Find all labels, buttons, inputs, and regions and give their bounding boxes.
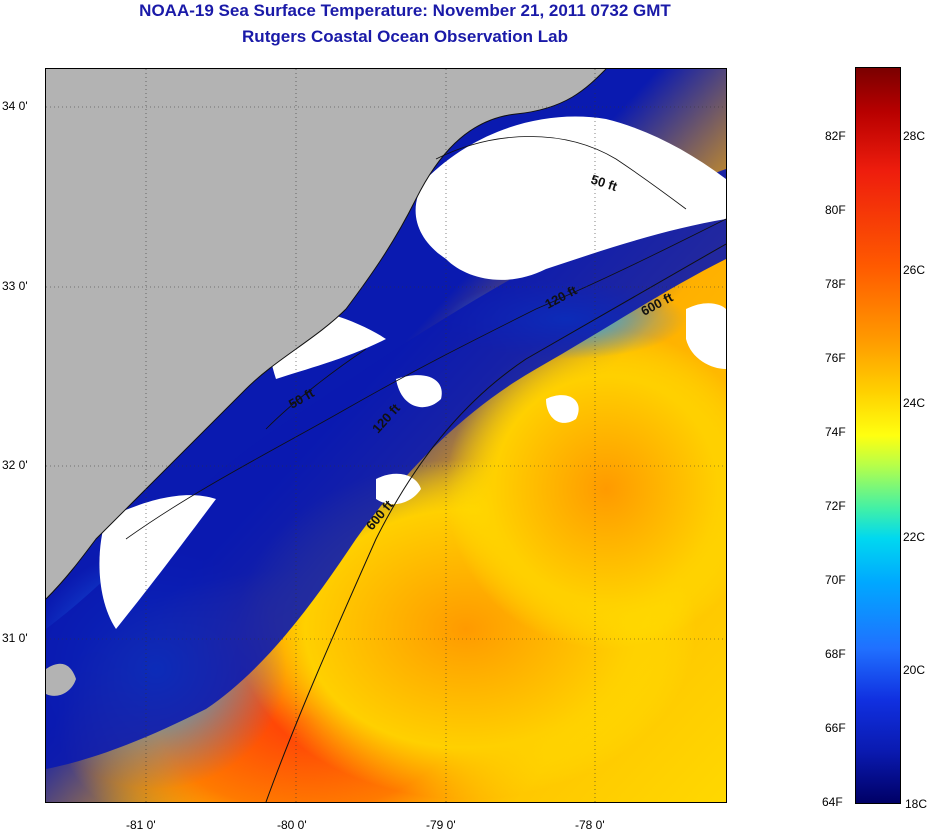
cloud-patch-3 (686, 303, 726, 369)
cb-label-68f: 68F (825, 647, 846, 661)
cold-shelf-water (46, 169, 726, 769)
lon-label-81: -81 0' (126, 818, 156, 832)
warm-water-northeast (446, 329, 726, 649)
map-canvas: 50 ft 120 ft 600 ft 50 ft 120 ft 600 ft (46, 69, 726, 802)
cb-label-78f: 78F (825, 277, 846, 291)
coastline (46, 69, 607, 600)
cb-label-24c: 24C (903, 396, 926, 410)
land-sliver (46, 663, 76, 696)
contour-50ft-south (265, 348, 367, 430)
cloud-patch-2 (99, 495, 216, 629)
cb-label-26c: 26C (903, 263, 926, 277)
cloud-patch-5 (396, 375, 442, 408)
cb-label-70f: 70F (825, 573, 846, 587)
lat-label-31: 31 0' (2, 631, 28, 645)
cb-label-66f: 66F (825, 721, 846, 735)
cb-label-22c: 22C (903, 530, 926, 544)
cb-label-72f: 72F (825, 499, 846, 513)
contour-120ft (125, 218, 726, 540)
cb-label-76f: 76F (825, 351, 846, 365)
graticule (46, 69, 726, 802)
cloud-patch-6 (546, 395, 579, 423)
temperature-colorbar (855, 67, 901, 804)
lat-label-34: 34 0' (2, 99, 28, 113)
land-mass (46, 69, 606, 599)
chart-subtitle: Rutgers Coastal Ocean Observation Lab (242, 27, 568, 46)
cloud-nearshore-north (415, 116, 726, 280)
lat-label-32: 32 0' (2, 458, 28, 472)
contour-600ft (265, 243, 726, 802)
lat-label-33: 33 0' (2, 279, 28, 293)
cb-label-82f: 82F (825, 129, 846, 143)
lon-label-79: -79 0' (426, 818, 456, 832)
cb-label-20c: 20C (903, 663, 926, 677)
contour-50ft-north (435, 136, 687, 210)
cloud-patch-4 (376, 473, 421, 505)
cb-label-18c: 18C (905, 797, 928, 811)
lon-label-80: -80 0' (277, 818, 307, 832)
chart-title: NOAA-19 Sea Surface Temperature: Novembe… (139, 1, 671, 20)
cb-label-74f: 74F (825, 425, 846, 439)
cb-label-64f: 64F (822, 795, 843, 809)
sst-map[interactable]: 50 ft 120 ft 600 ft 50 ft 120 ft 600 ft (45, 68, 727, 803)
cb-label-80f: 80F (825, 203, 846, 217)
lon-label-78: -78 0' (575, 818, 605, 832)
cb-label-28c: 28C (903, 129, 926, 143)
